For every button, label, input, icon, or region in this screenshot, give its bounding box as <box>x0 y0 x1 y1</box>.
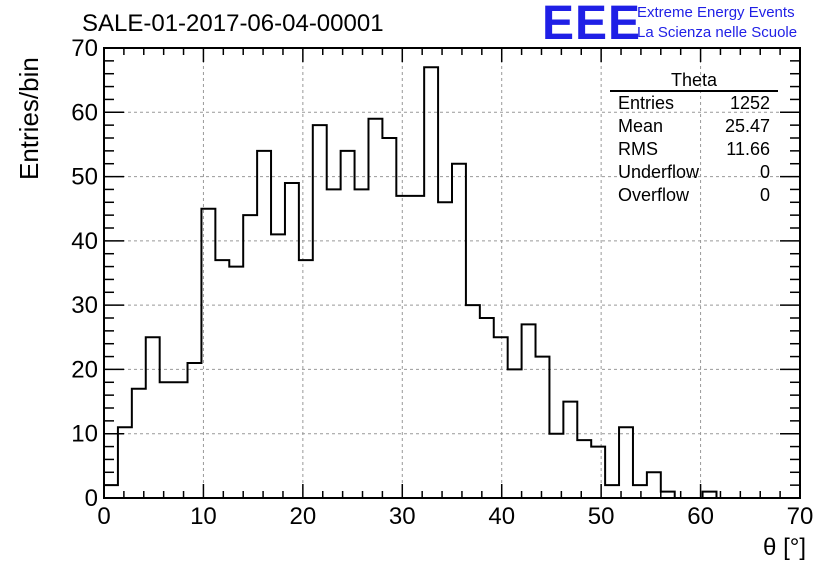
stats-value: 25.47 <box>724 116 770 136</box>
stats-row: Underflow 0 <box>610 161 778 184</box>
chart-title: SALE-01-2017-06-04-00001 <box>82 10 384 37</box>
y-tick-label: 60 <box>71 99 98 126</box>
stats-value: 0 <box>759 185 770 205</box>
stats-name: Theta <box>610 70 778 92</box>
histogram-series <box>104 66 800 499</box>
tick-labels: 0 10 20 30 40 50 60 70 0 10 20 30 40 50 60 70 <box>71 35 813 530</box>
y-tick-label: 70 <box>71 35 98 62</box>
x-tick-label: 10 <box>190 503 217 530</box>
stats-label: RMS <box>618 139 658 159</box>
stats-label: Overflow <box>618 185 690 205</box>
stats-row: Entries 1252 <box>610 92 778 115</box>
x-tick-label: 20 <box>290 503 317 530</box>
brand-line-1: Extreme Energy Events <box>637 4 795 21</box>
stats-label: Mean <box>618 116 664 136</box>
x-tick-label: 40 <box>488 503 515 530</box>
y-tick-label: 30 <box>71 292 98 319</box>
x-tick-label: 50 <box>588 503 615 530</box>
y-tick-label: 50 <box>71 164 98 191</box>
eee-logo: EEE <box>542 0 642 50</box>
y-tick-label: 20 <box>71 356 98 383</box>
axis-ticks <box>103 47 801 499</box>
x-axis-label: θ [°] <box>763 534 806 561</box>
stats-row: Mean 25.47 <box>610 115 778 138</box>
y-tick-label: 10 <box>71 421 98 448</box>
grid-lines <box>104 48 800 498</box>
plot-frame <box>103 47 801 499</box>
brand-line-2: La Scienza nelle Scuole <box>637 24 798 41</box>
x-tick-label: 0 <box>97 503 110 530</box>
stats-value: 0 <box>759 162 770 182</box>
stats-value: 1252 <box>729 93 770 113</box>
stats-label: Underflow <box>618 162 700 182</box>
stats-row: Overflow 0 <box>610 184 778 207</box>
stats-box: Theta Entries 1252 Mean 25.47 RMS 11.66 … <box>610 70 778 207</box>
x-tick-label: 70 <box>787 503 814 530</box>
x-tick-label: 60 <box>687 503 714 530</box>
stats-label: Entries <box>618 93 675 113</box>
stats-value: 11.66 <box>726 139 770 159</box>
y-axis-label: Entries/bin <box>14 57 44 180</box>
y-tick-label: 0 <box>85 485 98 512</box>
y-tick-label: 40 <box>71 228 98 255</box>
x-tick-label: 30 <box>389 503 416 530</box>
stats-row: RMS 11.66 <box>610 138 778 161</box>
